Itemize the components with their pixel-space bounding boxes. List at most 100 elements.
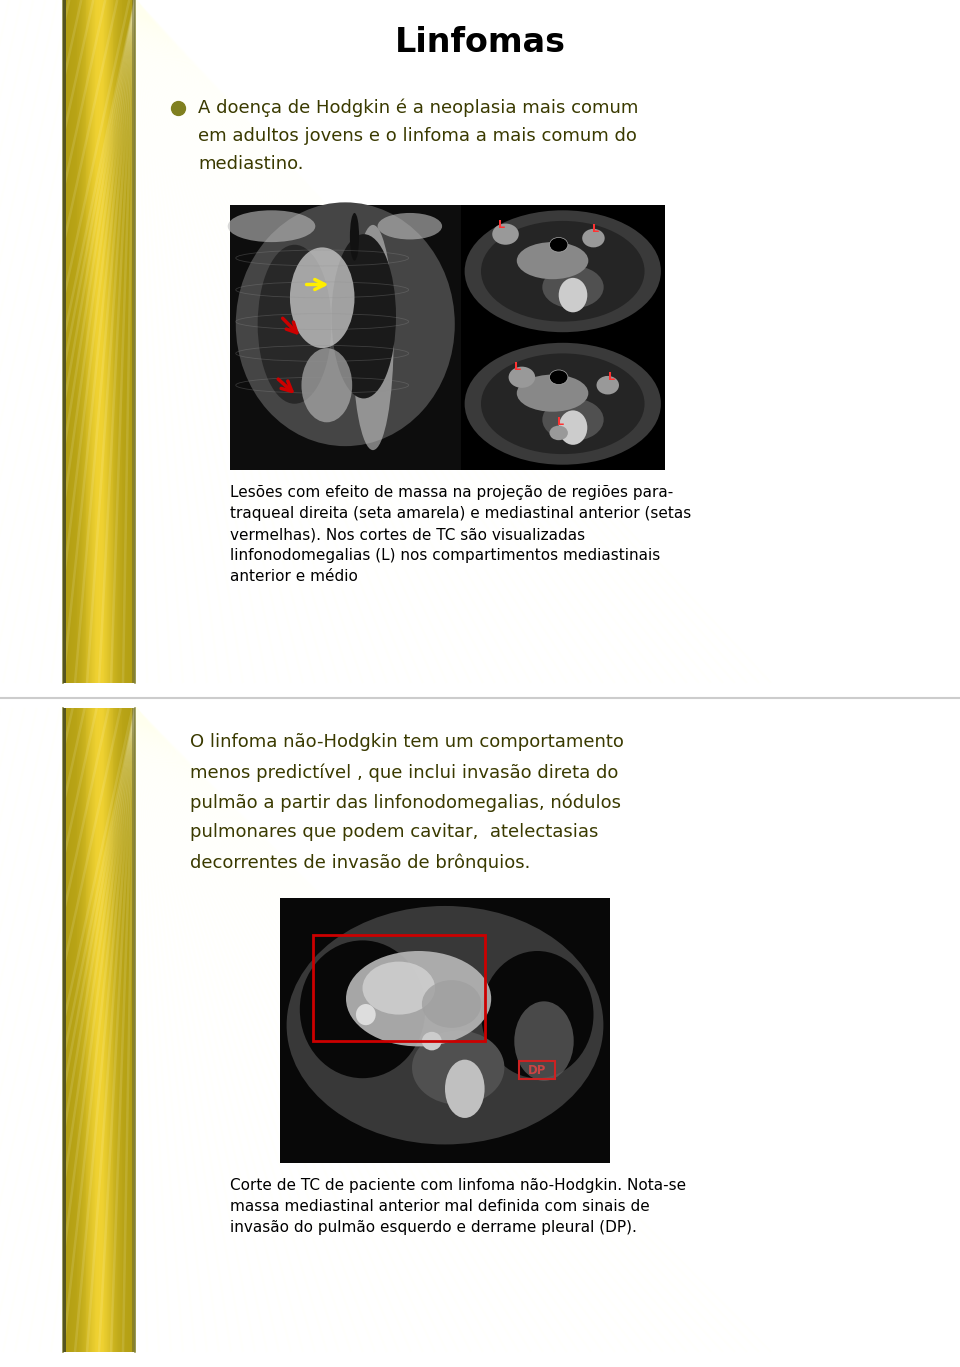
Bar <box>105 708 106 1352</box>
Bar <box>113 708 115 1352</box>
Bar <box>126 0 128 684</box>
Ellipse shape <box>542 398 604 440</box>
Bar <box>85 708 87 1352</box>
Ellipse shape <box>542 267 604 309</box>
Ellipse shape <box>481 354 644 454</box>
Bar <box>84 0 85 684</box>
Bar <box>102 708 103 1352</box>
Bar <box>313 935 485 1042</box>
Bar <box>123 708 124 1352</box>
Ellipse shape <box>331 234 396 398</box>
Bar <box>78 708 79 1352</box>
Bar <box>92 708 93 1352</box>
Bar <box>519 1061 556 1080</box>
Bar <box>114 708 116 1352</box>
Bar <box>74 708 75 1352</box>
Bar <box>104 0 105 684</box>
Bar <box>64 708 66 1352</box>
Bar <box>82 708 84 1352</box>
Ellipse shape <box>445 1059 485 1118</box>
Bar <box>131 708 132 1352</box>
Bar <box>99 0 101 684</box>
Text: O linfoma não-Hodgkin tem um comportamento: O linfoma não-Hodgkin tem um comportamen… <box>190 733 624 750</box>
Text: Linfomas: Linfomas <box>395 26 565 59</box>
Bar <box>93 708 95 1352</box>
Bar <box>108 0 109 684</box>
Bar <box>127 0 129 684</box>
Ellipse shape <box>509 366 535 388</box>
Text: decorrentes de invasão de brônquios.: decorrentes de invasão de brônquios. <box>190 853 530 872</box>
Bar <box>124 708 126 1352</box>
Bar <box>132 0 133 684</box>
Bar <box>86 708 87 1352</box>
Bar <box>129 0 131 684</box>
Text: L: L <box>498 220 505 230</box>
Bar <box>69 708 71 1352</box>
Text: em adultos jovens e o linfoma a mais comum do: em adultos jovens e o linfoma a mais com… <box>198 127 636 145</box>
Ellipse shape <box>349 213 359 261</box>
Bar <box>130 708 131 1352</box>
Bar <box>95 708 97 1352</box>
Bar <box>83 0 84 684</box>
Bar <box>91 708 92 1352</box>
Bar <box>63 708 66 1352</box>
Bar <box>130 0 131 684</box>
Bar <box>71 708 73 1352</box>
Bar <box>66 708 68 1352</box>
Bar <box>84 0 86 684</box>
Bar <box>127 708 129 1352</box>
Bar <box>68 708 70 1352</box>
Bar <box>99 708 101 1352</box>
Ellipse shape <box>412 1031 504 1105</box>
Bar <box>95 0 97 684</box>
Bar <box>107 708 108 1352</box>
Bar <box>75 0 76 684</box>
Ellipse shape <box>515 1002 574 1081</box>
Bar <box>93 0 95 684</box>
Text: pulmonares que podem cavitar,  atelectasias: pulmonares que podem cavitar, atelectasi… <box>190 823 598 841</box>
Text: Lesões com efeito de massa na projeção de regiões para-: Lesões com efeito de massa na projeção d… <box>230 485 673 500</box>
Bar <box>113 0 115 684</box>
Bar <box>90 708 91 1352</box>
Bar <box>128 0 130 684</box>
Ellipse shape <box>421 1032 442 1050</box>
Bar <box>98 0 100 684</box>
Bar <box>110 708 112 1352</box>
Bar <box>116 0 117 684</box>
Bar <box>87 708 88 1352</box>
Bar <box>124 0 126 684</box>
Ellipse shape <box>516 375 588 411</box>
Ellipse shape <box>301 349 352 422</box>
Bar <box>109 708 111 1352</box>
Bar <box>78 0 79 684</box>
Bar <box>73 0 74 684</box>
Bar <box>103 708 104 1352</box>
Bar <box>121 708 122 1352</box>
Bar <box>105 0 106 684</box>
Ellipse shape <box>421 980 481 1028</box>
Bar <box>94 708 96 1352</box>
Bar <box>83 708 84 1352</box>
Bar <box>100 0 102 684</box>
Bar <box>90 0 91 684</box>
Bar <box>133 0 134 684</box>
Bar <box>84 708 85 1352</box>
Bar <box>118 708 119 1352</box>
Bar <box>110 0 112 684</box>
Bar <box>65 0 67 684</box>
Ellipse shape <box>377 213 443 239</box>
Ellipse shape <box>465 211 660 332</box>
Ellipse shape <box>300 940 425 1079</box>
Ellipse shape <box>582 228 605 247</box>
Bar <box>80 0 82 684</box>
Bar <box>81 0 83 684</box>
Bar <box>85 0 87 684</box>
Bar <box>133 708 134 1352</box>
Bar <box>70 0 72 684</box>
Bar <box>108 0 110 684</box>
Ellipse shape <box>559 410 588 444</box>
Bar <box>280 898 610 1163</box>
Bar <box>82 0 84 684</box>
Bar <box>103 0 104 684</box>
Ellipse shape <box>549 425 568 440</box>
